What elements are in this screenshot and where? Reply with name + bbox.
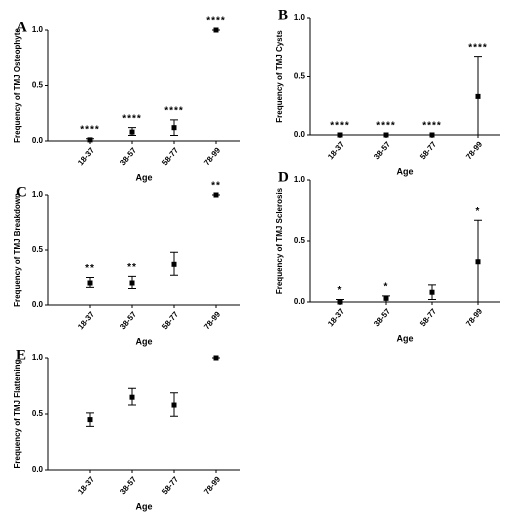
y-tick-label: 0.5	[294, 72, 306, 81]
significance: **	[211, 181, 221, 192]
x-tick-label: 78-99	[202, 474, 222, 496]
x-tick-label: 58-77	[160, 309, 180, 331]
y-tick-label: 1.0	[294, 13, 306, 22]
marker	[171, 402, 177, 408]
marker	[475, 93, 481, 99]
marker	[129, 394, 135, 400]
significance: ****	[122, 113, 142, 124]
significance: *	[384, 282, 389, 293]
x-axis-label: Age	[396, 166, 413, 176]
marker	[129, 280, 135, 286]
x-tick-label: 18-37	[76, 145, 96, 167]
y-tick-label: 1.0	[294, 175, 306, 184]
panel-label: A	[16, 19, 27, 35]
marker	[429, 289, 435, 295]
marker	[475, 259, 481, 265]
y-axis-label: Frequency of TMJ Osteophyte	[13, 28, 22, 143]
marker	[87, 137, 93, 143]
significance: **	[127, 262, 137, 273]
marker	[337, 132, 343, 138]
marker	[129, 129, 135, 135]
x-tick-label: 38-57	[118, 474, 138, 496]
significance: ****	[468, 42, 488, 53]
significance: ****	[330, 121, 350, 132]
x-axis-label: Age	[135, 336, 152, 346]
x-tick-label: 58-77	[160, 145, 180, 167]
y-tick-label: 0.0	[32, 136, 44, 145]
x-tick-label: 18-37	[326, 139, 346, 161]
y-tick-label: 1.0	[32, 25, 44, 34]
panel-label: E	[16, 347, 26, 363]
y-tick-label: 0.0	[294, 297, 306, 306]
y-tick-label: 0.5	[294, 236, 306, 245]
significance: ****	[422, 121, 442, 132]
panel-label: D	[278, 169, 289, 185]
y-tick-label: 0.5	[32, 409, 44, 418]
marker	[213, 355, 219, 361]
y-tick-label: 0.0	[294, 130, 306, 139]
y-axis-label: Frequency of TMJ Sclerosis	[275, 187, 284, 294]
significance: ****	[80, 124, 100, 135]
significance: **	[85, 263, 95, 274]
x-tick-label: 18-37	[76, 309, 96, 331]
marker	[383, 295, 389, 301]
x-tick-label: 38-57	[372, 139, 392, 161]
marker	[87, 417, 93, 423]
y-tick-label: 0.0	[32, 465, 44, 474]
x-axis-label: Age	[135, 172, 152, 182]
y-axis-label: Frequency of TMJ Cysts	[275, 30, 284, 123]
y-tick-label: 1.0	[32, 353, 44, 362]
x-tick-label: 58-77	[418, 306, 438, 328]
significance: *	[338, 285, 343, 296]
panel-label: B	[278, 7, 288, 23]
x-tick-label: 38-57	[372, 306, 392, 328]
x-tick-label: 38-57	[118, 309, 138, 331]
y-tick-label: 0.0	[32, 300, 44, 309]
y-tick-label: 0.5	[32, 245, 44, 254]
panel-label: C	[16, 184, 27, 200]
marker	[337, 299, 343, 305]
x-tick-label: 58-77	[418, 139, 438, 161]
significance: *	[476, 206, 481, 217]
x-tick-label: 78-99	[464, 139, 484, 161]
x-tick-label: 18-37	[326, 306, 346, 328]
marker	[87, 280, 93, 286]
x-tick-label: 78-99	[202, 309, 222, 331]
y-tick-label: 1.0	[32, 190, 44, 199]
marker	[383, 132, 389, 138]
marker	[171, 261, 177, 267]
significance: ****	[206, 16, 226, 27]
significance: ****	[376, 121, 396, 132]
marker	[213, 27, 219, 33]
y-tick-label: 0.5	[32, 81, 44, 90]
marker	[171, 125, 177, 131]
x-axis-label: Age	[135, 501, 152, 511]
y-axis-label: Frequency of TMJ Breakdown	[13, 193, 22, 307]
x-tick-label: 78-99	[202, 145, 222, 167]
marker	[213, 192, 219, 198]
x-tick-label: 38-57	[118, 145, 138, 167]
significance: ****	[164, 106, 184, 117]
x-tick-label: 18-37	[76, 474, 96, 496]
x-tick-label: 78-99	[464, 306, 484, 328]
marker	[429, 132, 435, 138]
x-axis-label: Age	[396, 333, 413, 343]
x-tick-label: 58-77	[160, 474, 180, 496]
y-axis-label: Frequency of TMJ Flattening	[13, 359, 22, 468]
